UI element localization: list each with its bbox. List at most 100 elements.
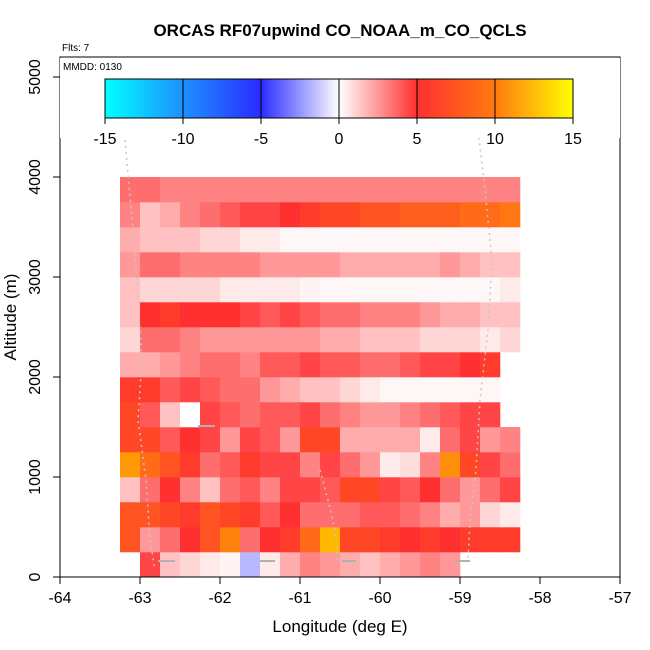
heatmap-cell xyxy=(200,402,221,428)
heatmap-cell xyxy=(400,202,421,228)
heatmap-cell xyxy=(320,502,341,528)
colorbar-tick-label: -5 xyxy=(254,131,268,148)
heatmap-cell xyxy=(120,302,141,328)
heatmap-cell xyxy=(300,277,321,303)
heatmap-cell xyxy=(420,527,441,553)
heatmap-cell xyxy=(360,527,381,553)
heatmap-cell xyxy=(120,427,141,453)
heatmap-cell xyxy=(300,177,321,203)
heatmap-cell xyxy=(360,277,381,303)
heatmap-cell xyxy=(440,427,461,453)
heatmap-cell xyxy=(260,202,281,228)
heatmap-cell xyxy=(220,402,241,428)
heatmap-cell xyxy=(460,427,481,453)
heatmap-cell xyxy=(480,427,501,453)
heatmap-cell xyxy=(340,402,361,428)
heatmap-cell xyxy=(180,552,201,578)
heatmap-cell xyxy=(220,552,241,578)
heatmap-cell xyxy=(420,177,441,203)
heatmap-cell xyxy=(500,227,521,253)
heatmap-cell xyxy=(500,452,521,478)
x-tick-label: -61 xyxy=(288,590,311,607)
heatmap-cell xyxy=(160,327,181,353)
heatmap-cell xyxy=(300,452,321,478)
heatmap-cell xyxy=(200,527,221,553)
heatmap-cell xyxy=(480,202,501,228)
heatmap-cell xyxy=(380,352,401,378)
heatmap-cell xyxy=(440,377,461,403)
heatmap-cell xyxy=(200,327,221,353)
heatmap-cell xyxy=(220,252,241,278)
heatmap-cell xyxy=(360,352,381,378)
heatmap-cell xyxy=(300,202,321,228)
heatmap-cell xyxy=(500,252,521,278)
heatmap-cell xyxy=(440,327,461,353)
heatmap-cell xyxy=(440,352,461,378)
heatmap-cell xyxy=(240,327,261,353)
x-axis-label: Longitude (deg E) xyxy=(272,617,407,636)
colorbar-tick-label: 10 xyxy=(486,131,504,148)
heatmap-cell xyxy=(300,252,321,278)
y-tick-label: 0 xyxy=(27,572,44,581)
heatmap-cell xyxy=(500,427,521,453)
heatmap-cell xyxy=(120,177,141,203)
heatmap-cell xyxy=(320,302,341,328)
heatmap-cell xyxy=(460,527,481,553)
heatmap-cell xyxy=(400,552,421,578)
heatmap-cell xyxy=(220,377,241,403)
heatmap-cell xyxy=(280,552,301,578)
heatmap-cell xyxy=(220,227,241,253)
heatmap-cell xyxy=(280,402,301,428)
heatmap-cell xyxy=(320,427,341,453)
heatmap-cell xyxy=(320,177,341,203)
heatmap-cell xyxy=(500,302,521,328)
heatmap-cell xyxy=(420,252,441,278)
heatmap-cell xyxy=(220,327,241,353)
colorbar-ticks: -15 -10 -5 0 5 10 15 xyxy=(93,79,582,148)
heatmap-cell xyxy=(340,252,361,278)
heatmap-cell xyxy=(280,327,301,353)
heatmap-cell xyxy=(200,452,221,478)
heatmap-cell xyxy=(360,327,381,353)
heatmap-cell xyxy=(200,352,221,378)
heatmap-cell xyxy=(420,202,441,228)
heatmap-cell xyxy=(120,352,141,378)
heatmap-cell xyxy=(320,277,341,303)
heatmap-cell xyxy=(340,452,361,478)
heatmap-cell xyxy=(200,502,221,528)
heatmap-cell xyxy=(200,202,221,228)
heatmap-cells xyxy=(120,177,521,578)
x-tick-label: -64 xyxy=(48,590,71,607)
heatmap-cell xyxy=(460,227,481,253)
chart-title: ORCAS RF07upwind CO_NOAA_m_CO_QCLS xyxy=(153,21,526,40)
heatmap-cell xyxy=(140,202,161,228)
heatmap-cell xyxy=(220,277,241,303)
y-tick-label: 4000 xyxy=(27,159,44,195)
heatmap-cell xyxy=(360,377,381,403)
heatmap-cell xyxy=(460,352,481,378)
heatmap-cell xyxy=(360,302,381,328)
heatmap-cell xyxy=(320,252,341,278)
heatmap-cell xyxy=(340,277,361,303)
heatmap-cell xyxy=(160,502,181,528)
heatmap-cell xyxy=(220,452,241,478)
heatmap-cell xyxy=(240,352,261,378)
heatmap-cell xyxy=(320,377,341,403)
heatmap-cell xyxy=(480,502,501,528)
heatmap-cell xyxy=(120,502,141,528)
heatmap-cell xyxy=(220,352,241,378)
heatmap-cell xyxy=(140,527,161,553)
heatmap-cell xyxy=(460,302,481,328)
heatmap-cell xyxy=(500,477,521,503)
heatmap-cell xyxy=(380,327,401,353)
colorbar-tick-label: 5 xyxy=(413,131,422,148)
heatmap-cell xyxy=(400,502,421,528)
heatmap-cell xyxy=(200,552,221,578)
heatmap-cell xyxy=(440,277,461,303)
heatmap-cell xyxy=(340,477,361,503)
heatmap-cell xyxy=(480,352,501,378)
heatmap-cell xyxy=(480,327,501,353)
heatmap-cell xyxy=(160,302,181,328)
heatmap-cell xyxy=(280,227,301,253)
heatmap-cell xyxy=(340,527,361,553)
